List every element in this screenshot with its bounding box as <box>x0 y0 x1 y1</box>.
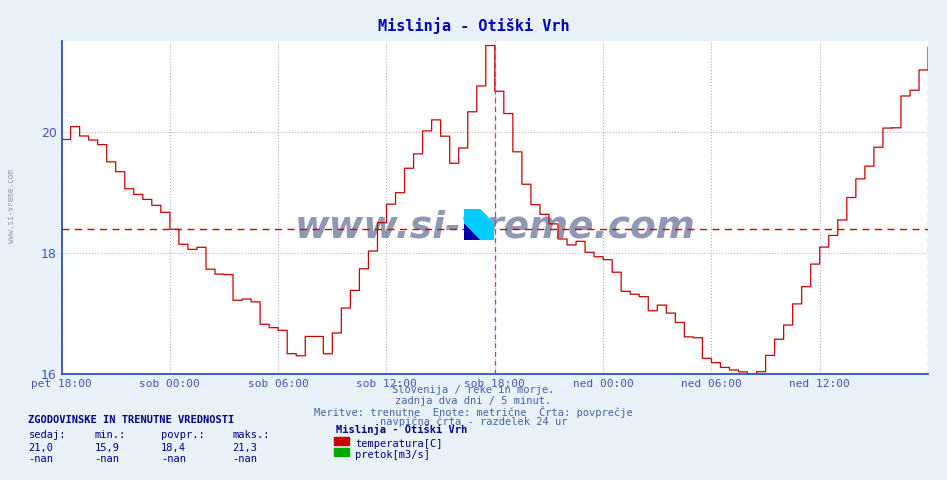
Text: www.si-vreme.com: www.si-vreme.com <box>7 169 16 243</box>
Text: 21,3: 21,3 <box>232 443 257 453</box>
Text: pretok[m3/s]: pretok[m3/s] <box>355 450 430 460</box>
Text: zadnja dva dni / 5 minut.: zadnja dva dni / 5 minut. <box>396 396 551 406</box>
Text: -nan: -nan <box>232 454 257 464</box>
Text: min.:: min.: <box>95 430 126 440</box>
Text: Mislinja - Otiški Vrh: Mislinja - Otiški Vrh <box>378 17 569 34</box>
Text: www.si-vreme.com: www.si-vreme.com <box>295 210 695 246</box>
Text: 15,9: 15,9 <box>95 443 119 453</box>
Text: sedaj:: sedaj: <box>28 430 66 440</box>
Text: -nan: -nan <box>28 454 53 464</box>
Text: Meritve: trenutne  Enote: metrične  Črta: povprečje: Meritve: trenutne Enote: metrične Črta: … <box>314 406 633 418</box>
Polygon shape <box>464 225 479 240</box>
Text: povpr.:: povpr.: <box>161 430 205 440</box>
Polygon shape <box>464 209 494 240</box>
Text: Slovenija / reke in morje.: Slovenija / reke in morje. <box>392 385 555 395</box>
Text: temperatura[C]: temperatura[C] <box>355 439 442 449</box>
Text: maks.:: maks.: <box>232 430 270 440</box>
Text: 21,0: 21,0 <box>28 443 53 453</box>
Text: ZGODOVINSKE IN TRENUTNE VREDNOSTI: ZGODOVINSKE IN TRENUTNE VREDNOSTI <box>28 415 235 425</box>
Text: 18,4: 18,4 <box>161 443 186 453</box>
Text: -nan: -nan <box>161 454 186 464</box>
Polygon shape <box>464 209 494 225</box>
Text: -nan: -nan <box>95 454 119 464</box>
Text: navpična črta - razdelek 24 ur: navpična črta - razdelek 24 ur <box>380 417 567 427</box>
Text: Mislinja - Otiški Vrh: Mislinja - Otiški Vrh <box>336 424 468 435</box>
